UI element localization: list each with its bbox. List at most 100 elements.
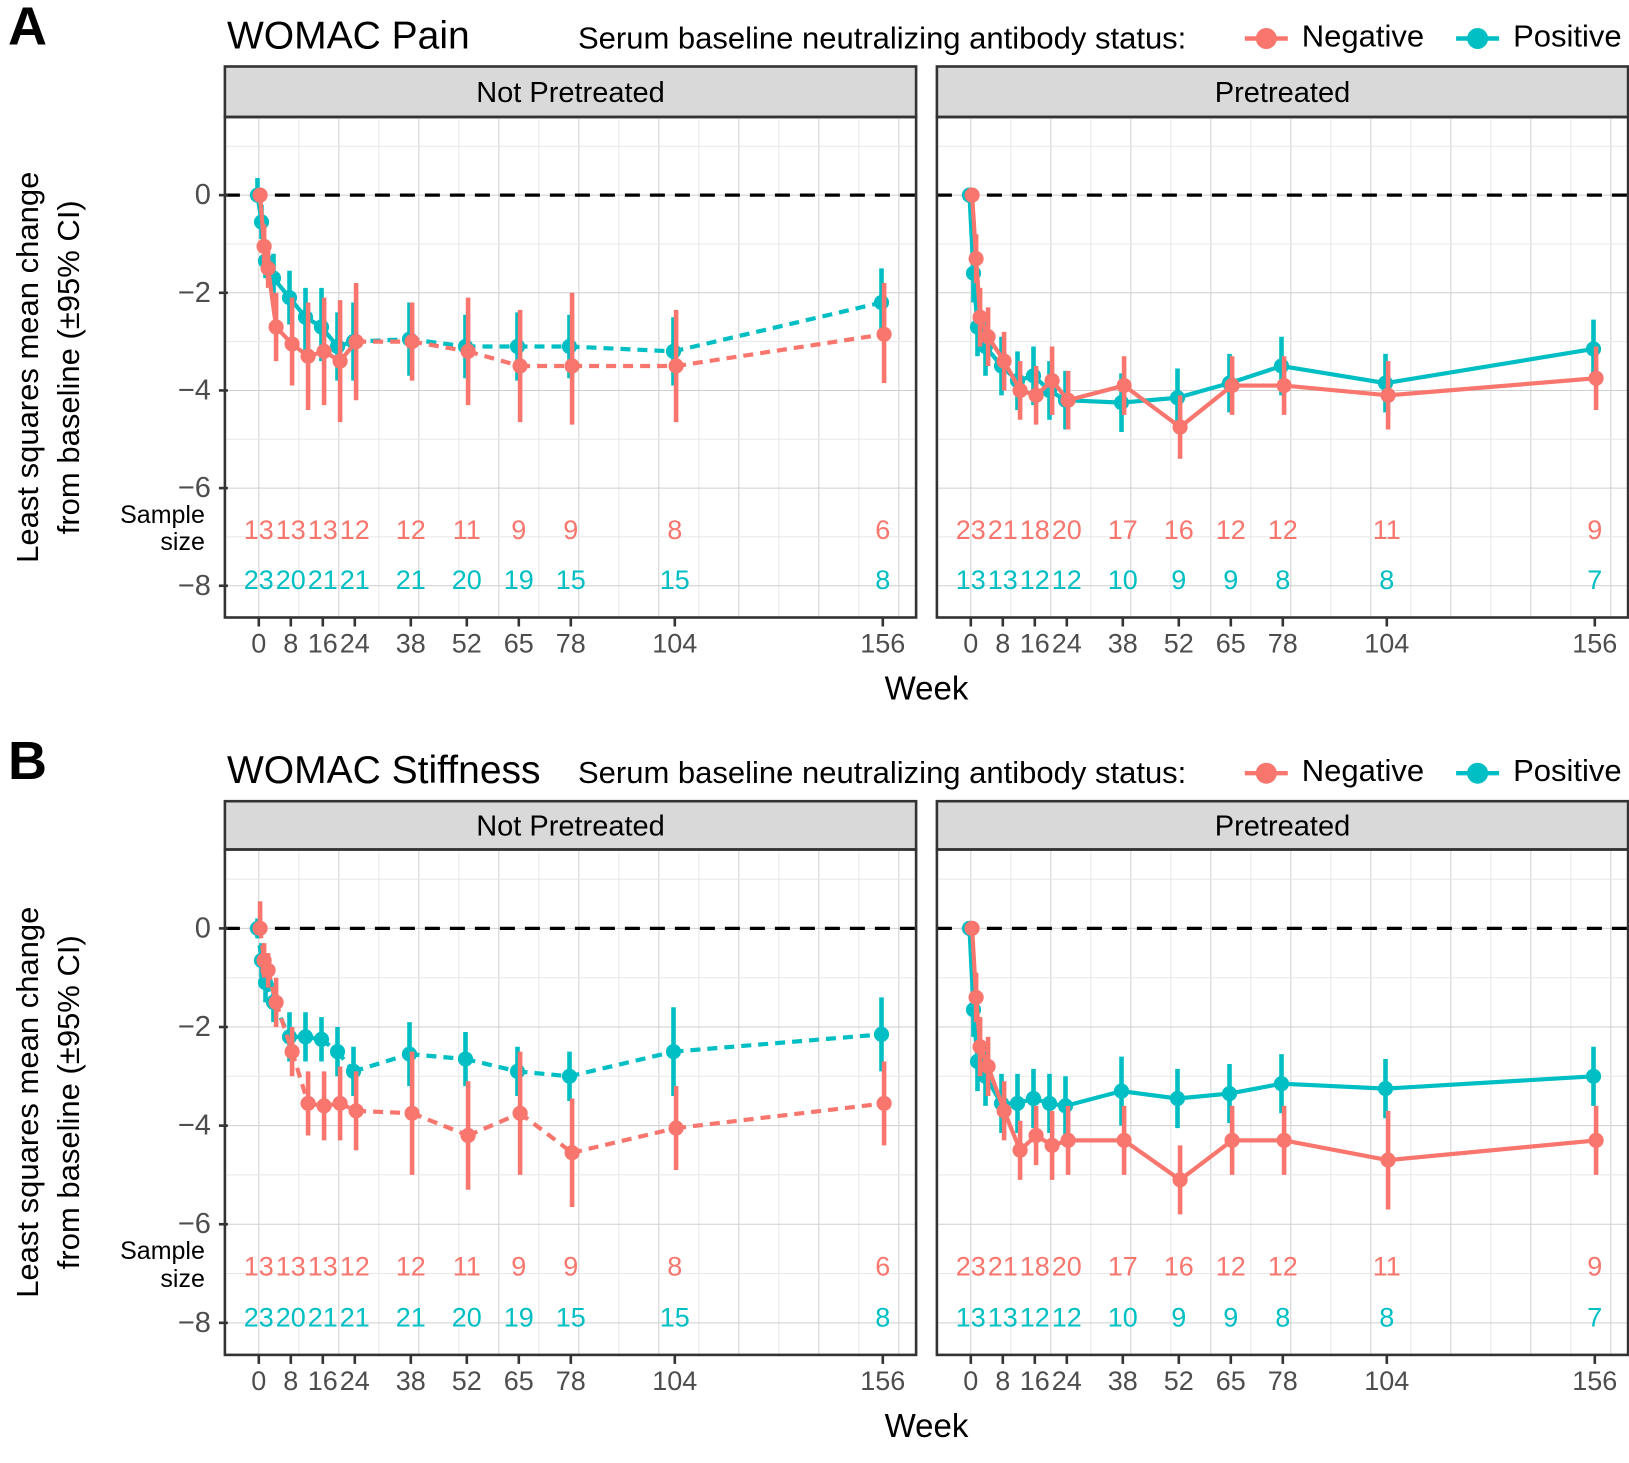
svg-text:13: 13 bbox=[308, 515, 338, 545]
svg-text:17: 17 bbox=[1108, 515, 1138, 545]
svg-text:11: 11 bbox=[1373, 1252, 1401, 1282]
svg-text:12: 12 bbox=[396, 515, 426, 545]
svg-text:−8: −8 bbox=[178, 1307, 211, 1339]
svg-text:−4: −4 bbox=[178, 374, 211, 406]
svg-text:8: 8 bbox=[667, 515, 682, 545]
svg-text:13: 13 bbox=[244, 1252, 274, 1282]
svg-text:12: 12 bbox=[1052, 565, 1082, 595]
svg-text:11: 11 bbox=[453, 1252, 481, 1282]
svg-text:Pretreated: Pretreated bbox=[1215, 810, 1350, 842]
svg-text:8: 8 bbox=[875, 565, 890, 595]
svg-text:23: 23 bbox=[244, 1302, 274, 1332]
svg-text:8: 8 bbox=[1275, 565, 1290, 595]
svg-text:21: 21 bbox=[396, 1302, 426, 1332]
svg-text:8: 8 bbox=[1275, 1302, 1290, 1332]
svg-text:38: 38 bbox=[1108, 1366, 1138, 1396]
svg-text:65: 65 bbox=[1216, 629, 1246, 659]
svg-text:13: 13 bbox=[308, 1252, 338, 1282]
svg-text:6: 6 bbox=[875, 1252, 890, 1282]
svg-text:9: 9 bbox=[1587, 1252, 1602, 1282]
svg-text:−8: −8 bbox=[178, 570, 211, 602]
svg-text:23: 23 bbox=[956, 515, 986, 545]
svg-text:21: 21 bbox=[988, 515, 1018, 545]
svg-text:21: 21 bbox=[340, 565, 370, 595]
svg-text:Positive: Positive bbox=[1513, 753, 1622, 788]
svg-text:from baseline (±95% CI): from baseline (±95% CI) bbox=[51, 935, 86, 1269]
svg-text:B: B bbox=[8, 731, 47, 791]
svg-text:38: 38 bbox=[396, 629, 426, 659]
svg-text:21: 21 bbox=[308, 1302, 338, 1332]
svg-text:Least squares mean change: Least squares mean change bbox=[10, 172, 45, 563]
svg-text:WOMAC Stiffness: WOMAC Stiffness bbox=[227, 749, 541, 792]
svg-text:13: 13 bbox=[988, 1302, 1018, 1332]
svg-text:65: 65 bbox=[504, 1366, 534, 1396]
svg-text:104: 104 bbox=[652, 1366, 697, 1396]
svg-text:156: 156 bbox=[1572, 1366, 1617, 1396]
svg-text:13: 13 bbox=[244, 515, 274, 545]
svg-text:Sample: Sample bbox=[120, 1237, 205, 1265]
svg-text:16: 16 bbox=[1164, 515, 1194, 545]
svg-text:10: 10 bbox=[1108, 565, 1138, 595]
svg-text:20: 20 bbox=[1052, 1252, 1082, 1282]
svg-text:Positive: Positive bbox=[1513, 19, 1622, 54]
svg-text:11: 11 bbox=[453, 515, 481, 545]
svg-text:13: 13 bbox=[956, 1302, 986, 1332]
svg-text:Negative: Negative bbox=[1302, 753, 1424, 788]
svg-text:0: 0 bbox=[963, 629, 978, 659]
svg-text:78: 78 bbox=[556, 1366, 586, 1396]
svg-text:Sample: Sample bbox=[120, 501, 205, 529]
svg-text:8: 8 bbox=[995, 629, 1010, 659]
svg-text:8: 8 bbox=[283, 629, 298, 659]
svg-text:Serum baseline neutralizing an: Serum baseline neutralizing antibody sta… bbox=[578, 21, 1186, 56]
svg-text:−2: −2 bbox=[178, 277, 211, 309]
svg-text:18: 18 bbox=[1020, 1252, 1050, 1282]
svg-text:7: 7 bbox=[1587, 565, 1602, 595]
svg-text:19: 19 bbox=[504, 1302, 534, 1332]
svg-text:15: 15 bbox=[660, 1302, 690, 1332]
svg-text:Not Pretreated: Not Pretreated bbox=[476, 77, 665, 109]
svg-text:38: 38 bbox=[1108, 629, 1138, 659]
svg-text:12: 12 bbox=[1020, 565, 1050, 595]
svg-text:12: 12 bbox=[1020, 1302, 1050, 1332]
svg-text:−4: −4 bbox=[178, 1110, 211, 1142]
svg-text:0: 0 bbox=[251, 1366, 266, 1396]
svg-text:8: 8 bbox=[875, 1302, 890, 1332]
svg-text:38: 38 bbox=[396, 1366, 426, 1396]
svg-text:Pretreated: Pretreated bbox=[1215, 77, 1350, 109]
svg-text:9: 9 bbox=[1223, 565, 1238, 595]
svg-text:156: 156 bbox=[1572, 629, 1617, 659]
svg-text:Least squares mean change: Least squares mean change bbox=[10, 907, 45, 1298]
svg-text:8: 8 bbox=[283, 1366, 298, 1396]
svg-text:78: 78 bbox=[556, 629, 586, 659]
svg-text:12: 12 bbox=[340, 1252, 370, 1282]
svg-text:13: 13 bbox=[956, 565, 986, 595]
svg-text:24: 24 bbox=[340, 1366, 370, 1396]
svg-text:0: 0 bbox=[195, 912, 211, 944]
svg-text:20: 20 bbox=[452, 565, 482, 595]
svg-text:7: 7 bbox=[1587, 1302, 1602, 1332]
svg-text:78: 78 bbox=[1268, 629, 1298, 659]
svg-text:15: 15 bbox=[660, 565, 690, 595]
svg-text:52: 52 bbox=[452, 629, 482, 659]
svg-text:11: 11 bbox=[1373, 515, 1401, 545]
svg-text:0: 0 bbox=[195, 179, 211, 211]
svg-text:17: 17 bbox=[1108, 1252, 1138, 1282]
svg-text:65: 65 bbox=[1216, 1366, 1246, 1396]
svg-text:24: 24 bbox=[340, 629, 370, 659]
svg-text:Negative: Negative bbox=[1302, 19, 1424, 54]
svg-text:15: 15 bbox=[556, 1302, 586, 1332]
svg-text:15: 15 bbox=[556, 565, 586, 595]
svg-text:from baseline (±95% CI): from baseline (±95% CI) bbox=[51, 200, 86, 534]
svg-text:156: 156 bbox=[860, 1366, 905, 1396]
svg-text:12: 12 bbox=[1216, 1252, 1246, 1282]
svg-text:9: 9 bbox=[511, 1252, 526, 1282]
svg-text:12: 12 bbox=[1268, 1252, 1298, 1282]
svg-text:52: 52 bbox=[1164, 1366, 1194, 1396]
svg-text:size: size bbox=[160, 1265, 204, 1293]
svg-text:24: 24 bbox=[1052, 1366, 1082, 1396]
svg-text:23: 23 bbox=[244, 565, 274, 595]
svg-text:9: 9 bbox=[563, 1252, 578, 1282]
svg-text:104: 104 bbox=[1364, 629, 1409, 659]
svg-text:21: 21 bbox=[396, 565, 426, 595]
svg-text:9: 9 bbox=[1171, 565, 1186, 595]
